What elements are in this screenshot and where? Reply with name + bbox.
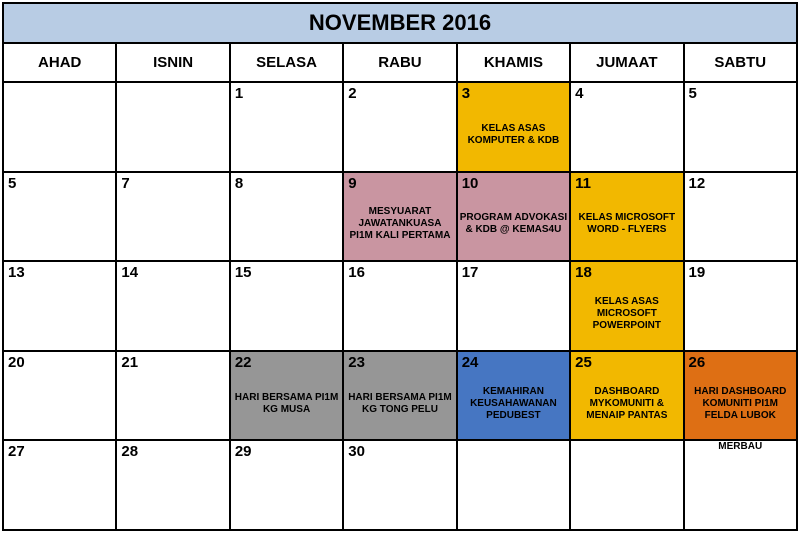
header-khamis: KHAMIS <box>458 44 571 81</box>
day-cell: 30 <box>344 441 457 529</box>
day-cell: 2 <box>344 83 457 171</box>
day-cell: MESYUARAT JAWATANKUASA PI1M KALI PERTAMA… <box>344 173 457 261</box>
day-cell: 4 <box>571 83 684 171</box>
header-selasa: SELASA <box>231 44 344 81</box>
week-row: 5 7 8 MESYUARAT JAWATANKUASA PI1M KALI PERT… <box>4 173 796 263</box>
day-number: 3 <box>462 85 470 102</box>
event-overflow: MERBAU <box>685 439 796 452</box>
day-cell: 29 <box>231 441 344 529</box>
event-text: HARI DASHBOARD KOMUNITI PI1M FELDA LUBOK <box>687 386 794 422</box>
day-number: 28 <box>121 443 138 460</box>
day-cell <box>117 83 230 171</box>
weeks-container: 12KELAS ASAS KOMPUTER & KDB345578MESYUAR… <box>4 83 796 529</box>
day-number: 26 <box>689 354 706 371</box>
day-number: 22 <box>235 354 252 371</box>
day-number: 15 <box>235 264 252 281</box>
event-text: KELAS MICROSOFT WORD - FLYERS <box>573 212 680 236</box>
day-number: 19 <box>689 264 706 281</box>
day-number: 8 <box>235 175 243 192</box>
week-row: 2021HARI BERSAMA PI1M KG MUSA22HARI BERS… <box>4 352 796 442</box>
day-cell: 5 <box>685 83 796 171</box>
header-jumaat: JUMAAT <box>571 44 684 81</box>
day-number: 25 <box>575 354 592 371</box>
day-number: 21 <box>121 354 138 371</box>
day-cell: HARI DASHBOARD KOMUNITI PI1M FELDA LUBOK… <box>685 352 796 440</box>
day-cell: 7 <box>117 173 230 261</box>
day-cell: 16 <box>344 262 457 350</box>
day-number: 10 <box>462 175 479 192</box>
day-cell: HARI BERSAMA PI1M KG TONG PELU 23 <box>344 352 457 440</box>
day-number: 1 <box>235 85 243 102</box>
day-cell <box>571 441 684 529</box>
day-cell: 21 <box>117 352 230 440</box>
day-cell: DASHBOARD MYKOMUNITI & MENAIP PANTAS 25 <box>571 352 684 440</box>
day-cell: 20 <box>4 352 117 440</box>
day-number: 14 <box>121 264 138 281</box>
day-number: 30 <box>348 443 365 460</box>
day-cell: 13 <box>4 262 117 350</box>
day-cell: 5 <box>4 173 117 261</box>
day-number: 12 <box>689 175 706 192</box>
day-number: 4 <box>575 85 583 102</box>
day-number: 29 <box>235 443 252 460</box>
day-cell <box>4 83 117 171</box>
day-cell: 1 <box>231 83 344 171</box>
day-number: 18 <box>575 264 592 281</box>
event-text: MESYUARAT JAWATANKUASA PI1M KALI PERTAMA <box>346 206 453 242</box>
day-cell: KELAS ASAS MICROSOFT POWERPOINT 18 <box>571 262 684 350</box>
day-cell: 8 <box>231 173 344 261</box>
day-number: 11 <box>575 175 591 192</box>
day-cell: KEMAHIRAN KEUSAHAWANAN PEDUBEST 24 <box>458 352 571 440</box>
week-row: 27 28 29 30 <box>4 441 796 529</box>
day-cell: 14 <box>117 262 230 350</box>
day-cell: KELAS ASAS KOMPUTER & KDB 3 <box>458 83 571 171</box>
event-text: PROGRAM ADVOKASI & KDB @ KEMAS4U <box>460 212 567 236</box>
day-cell: 12 <box>685 173 796 261</box>
event-text: DASHBOARD MYKOMUNITI & MENAIP PANTAS <box>573 386 680 422</box>
week-row: 1 2 KELAS ASAS KOMPUTER & KDB 3 4 5 <box>4 83 796 173</box>
week-row: 13 14 15 16 17 KELAS ASAS MICROSOFT POWERPOIN… <box>4 262 796 352</box>
day-cell <box>685 441 796 529</box>
day-number: 20 <box>8 354 25 371</box>
event-text: HARI BERSAMA PI1M KG MUSA <box>233 392 340 416</box>
event-text: KELAS ASAS KOMPUTER & KDB <box>460 123 567 147</box>
day-cell: KELAS MICROSOFT WORD - FLYERS 11 <box>571 173 684 261</box>
day-cell: 27 <box>4 441 117 529</box>
day-number: 9 <box>348 175 356 192</box>
event-text: KELAS ASAS MICROSOFT POWERPOINT <box>573 296 680 332</box>
day-number: 13 <box>8 264 25 281</box>
day-number: 7 <box>121 175 129 192</box>
day-cell: HARI BERSAMA PI1M KG MUSA 22 <box>231 352 344 440</box>
day-cell: 15 <box>231 262 344 350</box>
header-rabu: RABU <box>344 44 457 81</box>
day-number: 5 <box>8 175 16 192</box>
day-cell: PROGRAM ADVOKASI & KDB @ KEMAS4U 10 <box>458 173 571 261</box>
header-ahad: AHAD <box>4 44 117 81</box>
calendar-title: NOVEMBER 2016 <box>4 4 796 44</box>
header-isnin: ISNIN <box>117 44 230 81</box>
event-text: HARI BERSAMA PI1M KG TONG PELU <box>346 392 453 416</box>
header-sabtu: SABTU <box>685 44 796 81</box>
calendar: NOVEMBER 2016 AHAD ISNIN SELASA RABU KHA… <box>2 2 798 531</box>
day-number: 5 <box>689 85 697 102</box>
day-cell: 17 <box>458 262 571 350</box>
day-number: 23 <box>348 354 365 371</box>
day-number: 2 <box>348 85 356 102</box>
event: KELAS ASAS KOMPUTER & KDB <box>458 83 569 171</box>
day-cell <box>458 441 571 529</box>
event: MESYUARAT JAWATANKUASA PI1M KALI PERTAMA <box>344 173 455 261</box>
day-number: 16 <box>348 264 365 281</box>
day-cell: 28 <box>117 441 230 529</box>
day-number: 17 <box>462 264 479 281</box>
day-cell: 19 <box>685 262 796 350</box>
day-number: 24 <box>462 354 479 371</box>
day-number: 27 <box>8 443 25 460</box>
day-headers: AHAD ISNIN SELASA RABU KHAMIS JUMAAT SAB… <box>4 44 796 83</box>
event-text: KEMAHIRAN KEUSAHAWANAN PEDUBEST <box>460 386 567 422</box>
